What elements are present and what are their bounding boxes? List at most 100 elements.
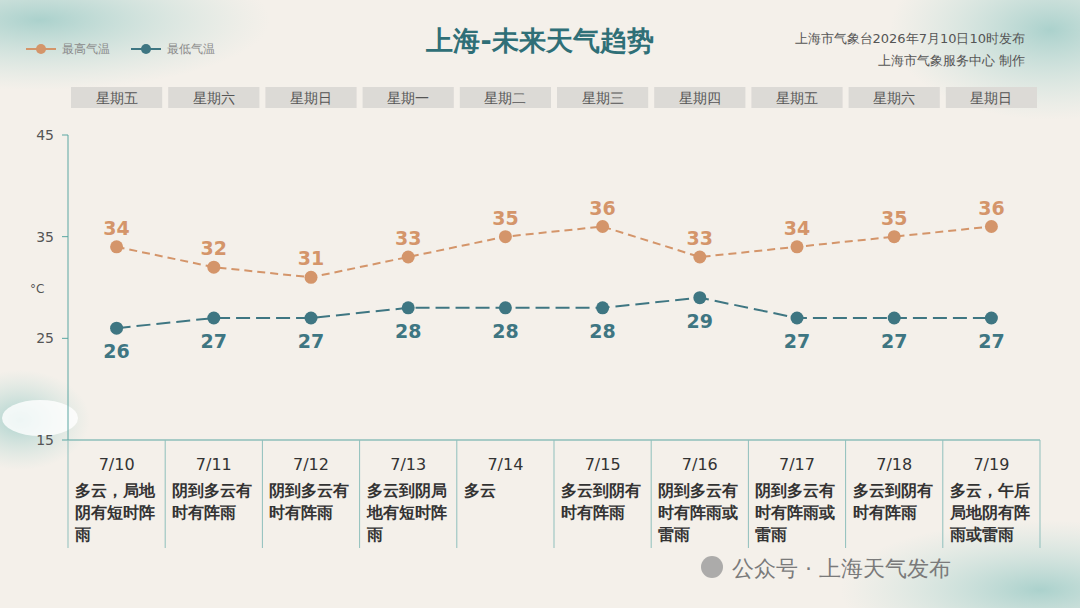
weekday: 星期日 — [970, 90, 1012, 106]
decoration — [2, 400, 78, 436]
watermark: 公众号 · 上海天气发布 — [732, 556, 951, 581]
column-divider — [165, 440, 166, 548]
title: 上海-未来天气趋势 — [425, 25, 653, 56]
series-marker — [402, 301, 415, 314]
column-divider — [942, 440, 943, 548]
weather-line: 阴有短时阵 — [75, 503, 155, 522]
series-marker — [791, 240, 804, 253]
y-tick — [62, 338, 68, 339]
weather-line: 局地阴有阵 — [949, 503, 1030, 522]
weekday: 星期六 — [193, 90, 235, 106]
weekday: 星期五 — [776, 90, 818, 106]
weather-text: 多云到阴有时有阵雨 — [853, 481, 933, 522]
weekday-box — [946, 87, 1037, 108]
weather-text: 阴到多云有时有阵雨或雷雨 — [755, 481, 835, 544]
series-marker — [305, 312, 318, 325]
x-tick-label: 7/15 — [585, 455, 621, 474]
weather-line: 雨或雷雨 — [949, 525, 1014, 544]
weather-line: 时有阵雨 — [853, 503, 917, 522]
column-divider — [1040, 440, 1041, 548]
column-divider — [456, 440, 457, 548]
weather-line: 阴到多云有 — [658, 481, 738, 500]
y-tick-label: 15 — [36, 432, 54, 448]
weather-line: 时有阵雨 — [269, 503, 333, 522]
series-marker — [110, 240, 123, 253]
legend-marker — [141, 44, 151, 54]
data-label: 34 — [103, 217, 129, 239]
weather-text: 多云，局地阴有短时阵雨 — [74, 481, 156, 544]
weather-text: 阴到多云有时有阵雨或雷雨 — [658, 481, 738, 544]
series-marker — [791, 312, 804, 325]
y-tick — [62, 440, 68, 441]
column-divider — [359, 440, 360, 548]
column-divider — [262, 440, 263, 548]
weather-text: 多云到阴有时有阵雨 — [561, 481, 641, 522]
y-tick — [62, 135, 68, 136]
series-marker — [207, 261, 220, 274]
y-axis — [68, 135, 69, 440]
data-label: 35 — [881, 207, 907, 229]
data-label: 27 — [784, 330, 810, 352]
weather-text: 阴到多云有时有阵雨 — [269, 481, 349, 522]
weekday: 星期六 — [873, 90, 915, 106]
series-marker — [499, 230, 512, 243]
weekday: 星期四 — [679, 90, 721, 106]
weather-line: 雷雨 — [755, 525, 787, 544]
weather-line: 多云到阴局 — [367, 481, 447, 500]
series-line — [117, 227, 992, 278]
x-tick-label: 7/12 — [293, 455, 329, 474]
weekday: 星期一 — [387, 90, 429, 106]
weekday: 星期日 — [290, 90, 332, 106]
series-marker — [596, 301, 609, 314]
weekday-box — [363, 87, 454, 108]
y-tick-label: 45 — [36, 127, 54, 143]
weekday-box — [71, 87, 162, 108]
column-divider — [68, 440, 69, 548]
data-label: 33 — [395, 227, 421, 249]
x-tick-label: 7/19 — [973, 455, 1009, 474]
x-tick-label: 7/11 — [196, 455, 232, 474]
legend-label: 最低气温 — [167, 42, 215, 56]
series-marker — [693, 251, 706, 264]
publisher: 上海市气象台2026年7月10日10时发布 — [795, 31, 1025, 46]
column-divider — [748, 440, 749, 548]
data-label: 31 — [298, 247, 324, 269]
data-label: 26 — [103, 340, 129, 362]
publisher: 上海市气象服务中心 制作 — [878, 53, 1025, 68]
weather-line: 多云，午后 — [950, 481, 1030, 500]
chart: 上海-未来天气趋势 上海市气象台2026年7月10日10时发布上海市气象服务中心 … — [0, 0, 1080, 608]
weekday-box — [265, 87, 356, 108]
weekday-box — [168, 87, 259, 108]
weather-line: 多云，局地 — [75, 481, 156, 500]
weather-line: 雨 — [366, 525, 383, 544]
weather-text: 阴到多云有时有阵雨 — [172, 481, 252, 522]
plot-area — [110, 220, 998, 335]
legend-label: 最高气温 — [62, 42, 110, 56]
y-tick-label: 25 — [36, 330, 54, 346]
watermark-icon — [701, 556, 723, 578]
data-label: 35 — [492, 207, 518, 229]
x-tick-label: 7/18 — [876, 455, 912, 474]
y-tick-label: 35 — [36, 229, 54, 245]
weather-line: 阴到多云有 — [172, 481, 252, 500]
series-marker — [110, 322, 123, 335]
weekday-box — [460, 87, 551, 108]
series-marker — [305, 271, 318, 284]
weather-text: 多云到阴局地有短时阵雨 — [366, 481, 447, 544]
data-label: 33 — [687, 227, 713, 249]
y-tick — [62, 236, 68, 237]
background — [0, 0, 1080, 608]
y-axis-label: °C — [30, 282, 44, 296]
weekday-box — [751, 87, 842, 108]
data-label: 27 — [201, 330, 227, 352]
weather-line: 地有短时阵 — [366, 503, 447, 522]
weather-text: 多云 — [464, 481, 496, 500]
weather-line: 雷雨 — [658, 525, 690, 544]
weather-line: 多云到阴有 — [561, 481, 641, 500]
weekday-box — [849, 87, 940, 108]
weather-line: 时有阵雨或 — [658, 503, 738, 522]
data-label: 34 — [784, 217, 810, 239]
x-tick-label: 7/10 — [99, 455, 135, 474]
x-tick-label: 7/17 — [779, 455, 815, 474]
series-marker — [693, 291, 706, 304]
